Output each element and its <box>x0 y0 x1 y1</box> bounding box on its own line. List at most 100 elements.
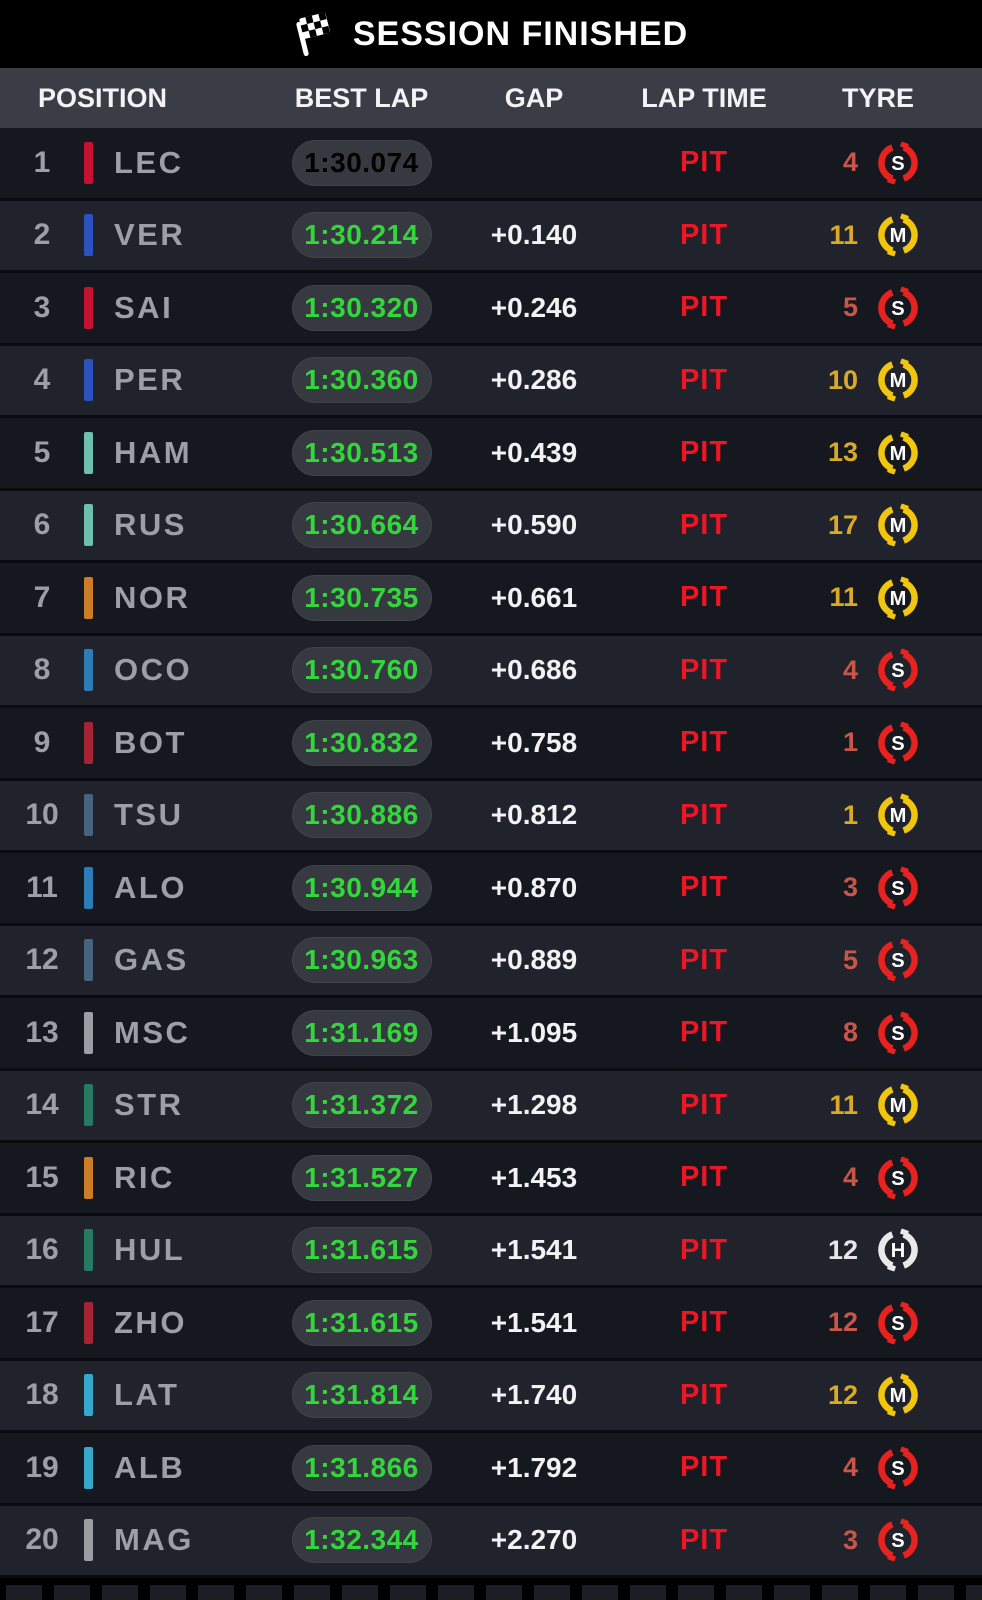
table-row: 5 HAM 1:30.513 +0.439 PIT 13 M <box>0 418 982 488</box>
team-color-bar <box>84 1229 93 1272</box>
tyre-lap-count: 4 <box>842 147 858 178</box>
tyre-icon-holder: S <box>858 1152 982 1204</box>
table-row: 18 LAT 1:31.814 +1.740 PIT 12 M <box>0 1360 982 1430</box>
gap-value: +0.686 <box>490 654 578 686</box>
svg-text:S: S <box>891 1313 904 1335</box>
driver-code: PER <box>114 362 186 398</box>
gap-value: +0.661 <box>490 581 578 613</box>
checkered-flag-icon <box>296 12 330 57</box>
svg-text:S: S <box>891 1530 904 1552</box>
tyre-lap-count: 11 <box>829 1089 858 1120</box>
position-number: 15 <box>25 1160 59 1194</box>
position-number: 7 <box>33 580 51 614</box>
best-lap-time: 1:30.963 <box>304 944 419 976</box>
tyre-icon-medium: M <box>878 576 918 620</box>
driver-code: HAM <box>114 434 193 470</box>
team-color-bar <box>84 141 93 184</box>
driver-code: VER <box>114 217 186 253</box>
svg-text:M: M <box>890 588 907 610</box>
tyre-icon-holder: S <box>858 137 982 189</box>
position-number: 1 <box>33 145 51 179</box>
driver-code: ALO <box>114 869 187 905</box>
svg-text:S: S <box>891 733 904 755</box>
best-lap-pill: 1:31.527 <box>291 1154 432 1201</box>
position-number: 16 <box>25 1233 59 1267</box>
gap-value: +1.792 <box>490 1451 578 1483</box>
tyre-lap-count: 1 <box>842 799 858 830</box>
gap-value: +0.889 <box>490 944 578 976</box>
tyre-lap-count: 12 <box>827 1234 858 1265</box>
gap-value: +1.298 <box>490 1089 578 1121</box>
lap-time-status: PIT <box>679 581 729 614</box>
best-lap-pill: 1:30.360 <box>291 357 432 404</box>
best-lap-time: 1:32.344 <box>304 1524 419 1556</box>
table-row: 7 NOR 1:30.735 +0.661 PIT 11 M <box>0 563 982 633</box>
team-color-bar <box>84 1011 93 1054</box>
best-lap-time: 1:31.615 <box>304 1306 419 1338</box>
tyre-lap-count: 3 <box>842 872 858 903</box>
lap-time-status: PIT <box>679 1451 729 1484</box>
driver-code: BOT <box>114 724 187 760</box>
driver-code: HUL <box>114 1232 186 1268</box>
svg-text:M: M <box>890 443 907 465</box>
gap-value: +2.270 <box>490 1524 578 1556</box>
best-lap-time: 1:30.360 <box>304 364 419 396</box>
tyre-icon-holder: S <box>858 717 982 769</box>
team-color-bar <box>84 576 93 619</box>
tyre-icon-soft: S <box>878 1011 918 1055</box>
svg-text:S: S <box>891 1023 904 1045</box>
team-color-bar <box>84 721 93 764</box>
best-lap-pill: 1:30.832 <box>291 719 432 766</box>
driver-code: RUS <box>114 507 187 543</box>
tyre-icon-holder: S <box>858 1007 982 1059</box>
svg-text:M: M <box>890 1095 907 1117</box>
best-lap-time: 1:30.944 <box>304 871 419 903</box>
table-row: 6 RUS 1:30.664 +0.590 PIT 17 M <box>0 490 982 560</box>
tyre-lap-count: 8 <box>842 1017 858 1048</box>
best-lap-time: 1:30.760 <box>304 654 419 686</box>
gap-value: +0.286 <box>490 364 578 396</box>
gap-value: +0.246 <box>490 291 578 323</box>
tyre-icon-holder: S <box>858 1442 982 1494</box>
table-row: 15 RIC 1:31.527 +1.453 PIT 4 S <box>0 1143 982 1213</box>
lap-time-status: PIT <box>679 798 729 831</box>
team-color-bar <box>84 1301 93 1344</box>
svg-text:M: M <box>890 805 907 827</box>
best-lap-time: 1:31.169 <box>304 1016 419 1048</box>
best-lap-pill: 1:31.615 <box>291 1227 432 1274</box>
position-number: 11 <box>26 870 58 904</box>
column-header-row: POSITION BEST LAP GAP LAP TIME TYRE <box>0 68 982 128</box>
team-color-bar <box>84 794 93 837</box>
lap-time-status: PIT <box>679 1233 729 1266</box>
gap-value: +1.541 <box>490 1234 578 1266</box>
best-lap-time: 1:30.664 <box>304 509 419 541</box>
lap-time-status: PIT <box>679 726 729 759</box>
best-lap-pill: 1:30.664 <box>291 502 432 549</box>
svg-text:H: H <box>891 1240 906 1262</box>
tyre-icon-holder: S <box>858 1514 982 1566</box>
team-color-bar <box>84 1156 93 1199</box>
position-number: 12 <box>25 943 59 977</box>
best-lap-pill: 1:30.886 <box>291 792 432 839</box>
tyre-icon-holder: M <box>858 499 982 551</box>
svg-text:S: S <box>891 660 904 682</box>
best-lap-pill: 1:31.169 <box>291 1009 432 1056</box>
best-lap-time: 1:30.214 <box>304 219 419 251</box>
tyre-lap-count: 13 <box>827 437 858 468</box>
position-number: 19 <box>25 1450 59 1484</box>
best-lap-time: 1:31.814 <box>304 1379 419 1411</box>
table-row: 4 PER 1:30.360 +0.286 PIT 10 M <box>0 345 982 415</box>
position-number: 8 <box>33 653 51 687</box>
best-lap-pill: 1:30.944 <box>291 864 432 911</box>
table-row: 9 BOT 1:30.832 +0.758 PIT 1 S <box>0 708 982 778</box>
svg-text:S: S <box>891 950 904 972</box>
col-best-lap: BEST LAP <box>294 82 429 113</box>
svg-text:S: S <box>891 1168 904 1190</box>
best-lap-pill: 1:30.074 <box>291 139 432 186</box>
best-lap-pill: 1:30.735 <box>291 574 432 621</box>
team-color-bar <box>84 1446 93 1489</box>
tyre-lap-count: 4 <box>842 1162 858 1193</box>
tyre-lap-count: 12 <box>827 1379 858 1410</box>
tyre-icon-soft: S <box>878 648 918 692</box>
tyre-icon-holder: S <box>858 282 982 334</box>
